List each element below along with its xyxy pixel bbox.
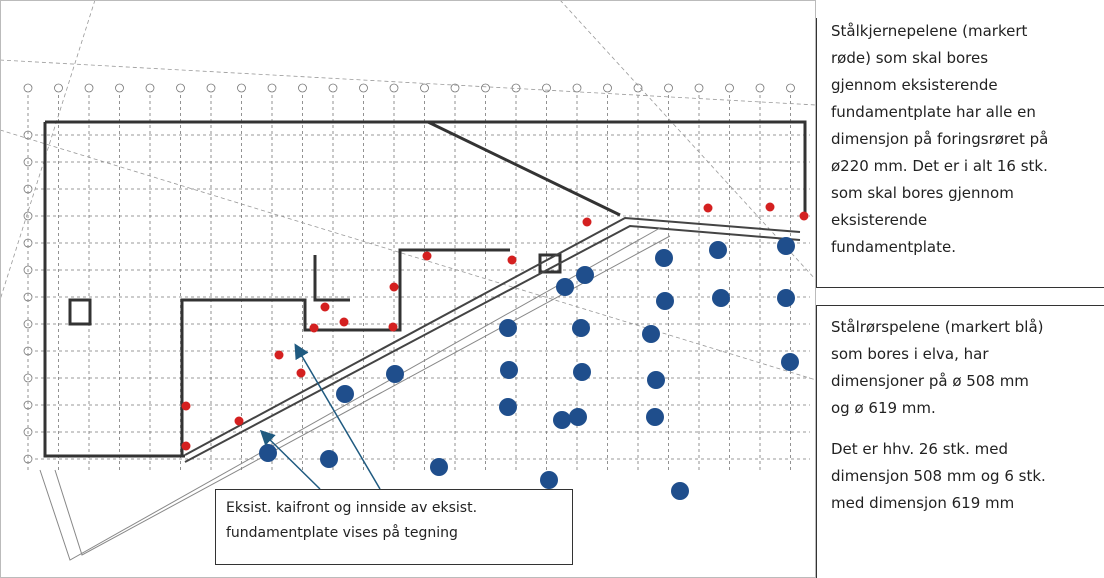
grid-element: [604, 84, 612, 92]
grid-element: [787, 84, 795, 92]
text-line: gjennom eksisterende: [831, 72, 1104, 99]
grid-element: [360, 84, 368, 92]
grid-element: [24, 84, 32, 92]
grid-element: [390, 84, 398, 92]
text-line: fundamentplate.: [831, 234, 1104, 261]
grid-element: [573, 84, 581, 92]
spacer: [831, 422, 1104, 436]
callout-box: Eksist. kaifront og innside av eksist.fu…: [215, 489, 573, 565]
text-line: og ø 619 mm.: [831, 395, 1104, 422]
text-line: Stålrørspelene (markert blå): [831, 314, 1104, 341]
grid-element: [756, 84, 764, 92]
text-line: ø220 mm. Det er i alt 16 stk.: [831, 153, 1104, 180]
text-line: Det er hhv. 26 stk. med: [831, 436, 1104, 463]
text-line: fundamentplate har alle en: [831, 99, 1104, 126]
text-line: dimensjon 508 mm og 6 stk.: [831, 463, 1104, 490]
blue-piles: [259, 237, 799, 500]
text-line: dimensjoner på ø 508 mm: [831, 368, 1104, 395]
grid-element: [695, 84, 703, 92]
grid-element: [146, 84, 154, 92]
grid-element: [543, 84, 551, 92]
text-line: som bores i elva, har: [831, 341, 1104, 368]
text-line: eksisterende: [831, 207, 1104, 234]
grid-element: [421, 84, 429, 92]
grid-element: [177, 84, 185, 92]
grid-element: [665, 84, 673, 92]
grid-element: [268, 84, 276, 92]
grid-element: [207, 84, 215, 92]
grid-element: [85, 84, 93, 92]
grid-element: [55, 84, 63, 92]
grid-element: [482, 84, 490, 92]
text-line: Eksist. kaifront og innside av eksist.: [226, 496, 562, 521]
guide-lines: [0, 0, 816, 380]
text-line: røde) som skal bores: [831, 45, 1104, 72]
text-line: Stålkjernepelene (markert: [831, 18, 1104, 45]
text-line: med dimensjon 619 mm: [831, 490, 1104, 517]
text-line: dimensjon på foringsrøret på: [831, 126, 1104, 153]
blue-piles-note: Stålrørspelene (markert blå)som bores i …: [816, 305, 1104, 578]
text-line: som skal bores gjennom: [831, 180, 1104, 207]
quay-front: [185, 218, 800, 462]
page: Stålkjernepelene (markertrøde) som skal …: [0, 0, 1104, 578]
grid-element: [329, 84, 337, 92]
text-line: fundamentplate vises på tegning: [226, 521, 562, 546]
grid-element: [238, 84, 246, 92]
grid-element: [726, 84, 734, 92]
walls: [45, 122, 805, 456]
grid: [24, 84, 810, 470]
grid-element: [299, 84, 307, 92]
grid-element: [116, 84, 124, 92]
